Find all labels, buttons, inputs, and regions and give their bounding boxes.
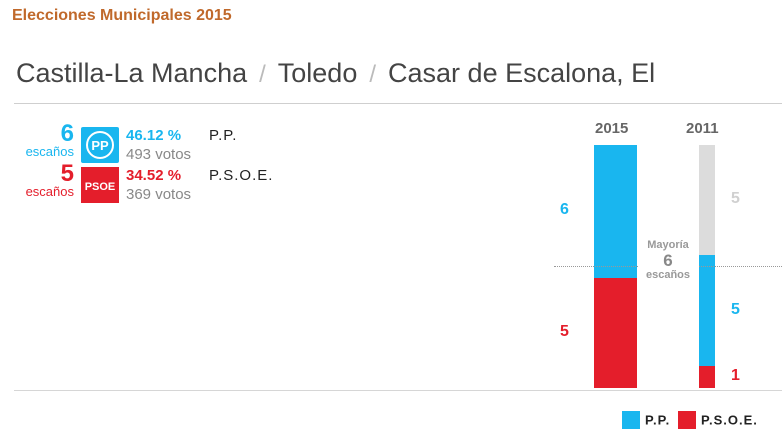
psoe-logo-icon: PSOE xyxy=(81,167,119,203)
seats-number: 6 xyxy=(60,120,74,147)
legend-item-pp: P.P. xyxy=(622,411,670,429)
header-divider xyxy=(14,103,782,104)
bar-2015-pp xyxy=(594,145,637,278)
party-name: P.S.O.E. xyxy=(209,167,274,184)
pp-logo-icon: PP xyxy=(81,127,119,163)
svg-text:PP: PP xyxy=(91,138,109,153)
vote-count: 369 votos xyxy=(126,186,192,203)
page-header-title: Elecciones Municipales 2015 xyxy=(12,7,232,24)
chart-column-label-2015: 2015 xyxy=(595,120,629,137)
seats-number: 5 xyxy=(60,160,74,187)
bar-2011-otros xyxy=(699,145,715,256)
breadcrumb-item-region[interactable]: Castilla-La Mancha xyxy=(16,58,248,88)
legend-label: P.P. xyxy=(645,412,671,428)
bar-value-label: 6 xyxy=(560,201,569,219)
breadcrumb-separator: / xyxy=(369,61,377,88)
bar-value-label: 5 xyxy=(731,300,740,318)
majority-marker: Mayoría 6 escaños xyxy=(638,240,698,281)
majority-value: 6 xyxy=(663,251,673,270)
bar-value-label: 1 xyxy=(731,366,740,384)
chart-column-label-2011: 2011 xyxy=(686,120,719,137)
seats-label: escaños xyxy=(25,184,74,199)
seats-count: 5 escaños xyxy=(4,160,74,199)
bar-2015-psoe xyxy=(594,277,637,388)
majority-unit: escaños xyxy=(645,269,691,281)
breadcrumb: Castilla-La Mancha / Toledo / Casar de Escal… xyxy=(16,58,655,89)
breadcrumb-separator: / xyxy=(259,61,266,88)
party-result-psoe: 5 escaños PSOE 34.52 % P.S.O.E. 369 voto… xyxy=(0,160,360,205)
bar-2011-pp xyxy=(699,255,715,366)
majority-label: Mayoría xyxy=(647,239,689,251)
seats-label: escaños xyxy=(25,144,74,159)
vote-count: 493 votos xyxy=(126,146,192,163)
party-result-pp: 6 escaños PP 46.12 % P.P. 493 votos xyxy=(0,120,360,165)
seats-count: 6 escaños xyxy=(4,120,74,159)
legend-label: P.S.O.E. xyxy=(701,412,758,428)
legend-item-psoe: P.S.O.E. xyxy=(678,411,758,429)
bar-value-label: 5 xyxy=(731,190,740,208)
breadcrumb-item-province[interactable]: Toledo xyxy=(277,58,358,88)
legend-swatch xyxy=(678,411,696,429)
bar-2011-psoe xyxy=(699,365,715,388)
party-name: P.P. xyxy=(209,127,238,144)
legend-swatch xyxy=(622,411,640,429)
vote-percentage: 46.12 % xyxy=(126,127,182,144)
svg-text:PSOE: PSOE xyxy=(85,181,116,193)
vote-percentage: 34.52 % xyxy=(126,167,182,184)
chart-baseline xyxy=(14,390,782,391)
bar-value-label: 5 xyxy=(560,322,569,340)
breadcrumb-item-municipality: Casar de Escalona, El xyxy=(388,58,656,88)
